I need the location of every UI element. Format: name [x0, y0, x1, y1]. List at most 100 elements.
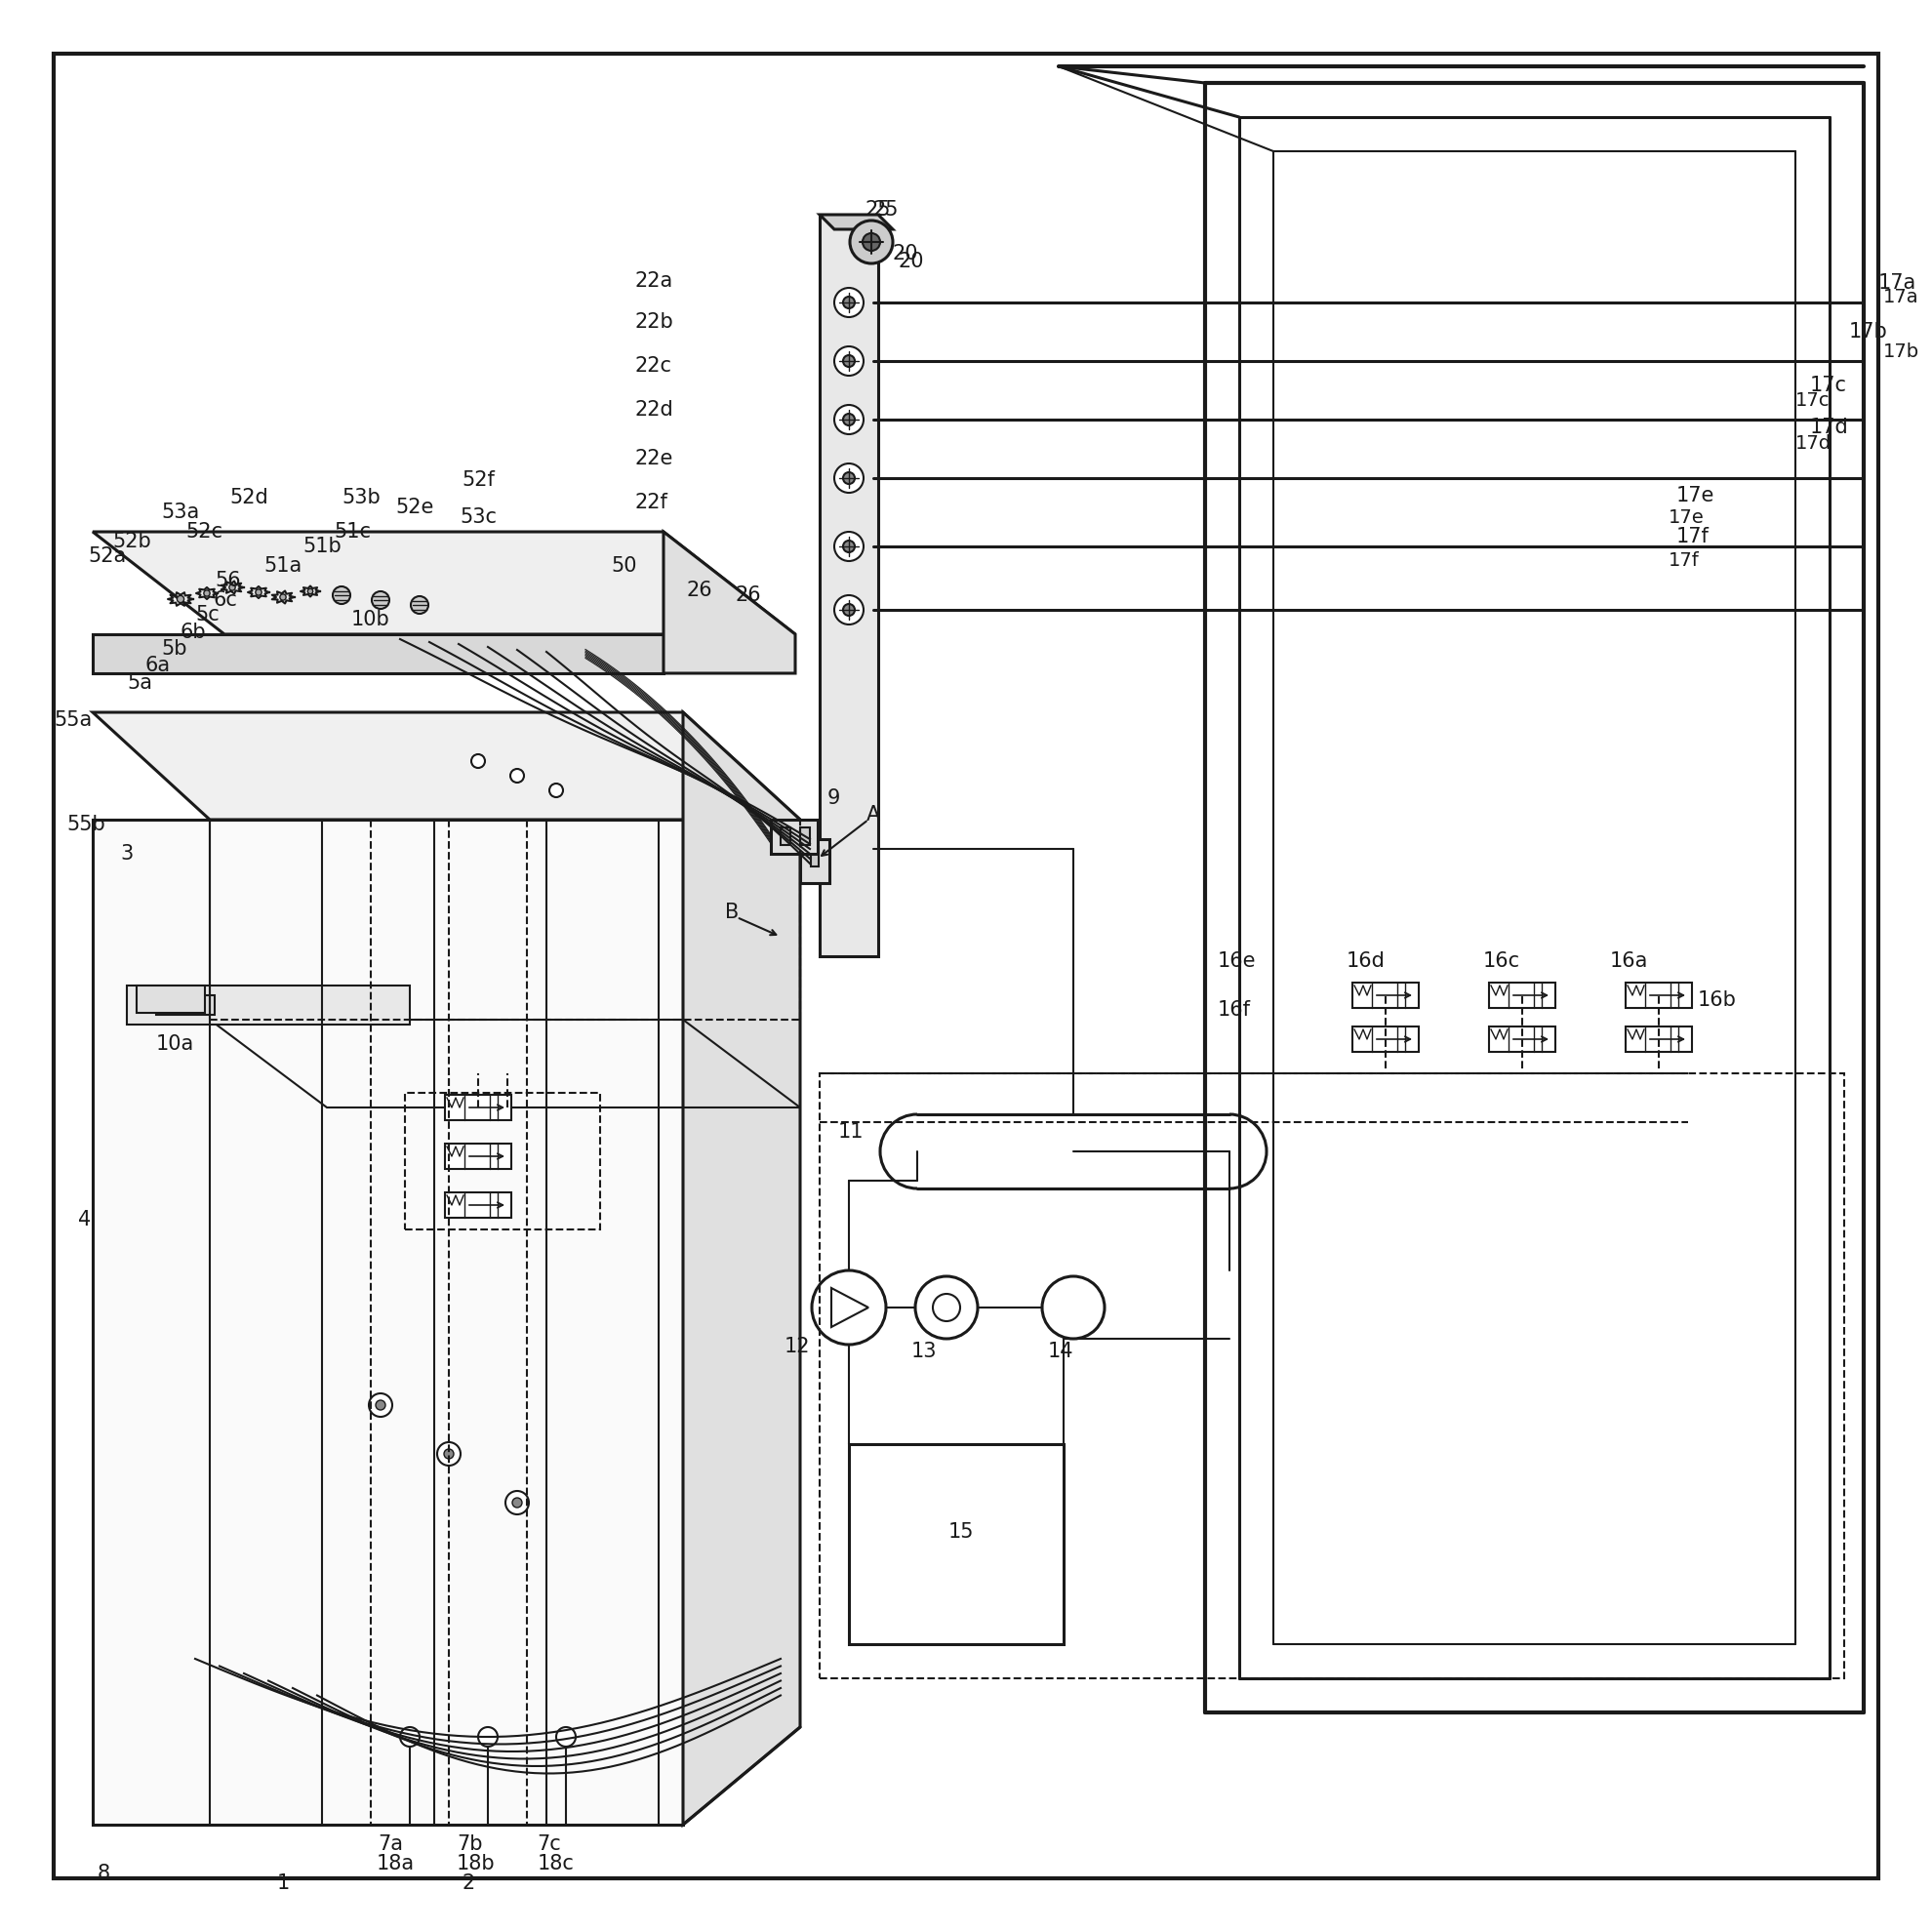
- Circle shape: [510, 769, 524, 782]
- Bar: [800, 838, 829, 883]
- Circle shape: [375, 1401, 384, 1410]
- Circle shape: [203, 589, 211, 597]
- Text: 17e: 17e: [1677, 487, 1716, 506]
- Text: 17d: 17d: [1795, 435, 1832, 454]
- Text: 17b: 17b: [1849, 323, 1888, 342]
- Text: 52c: 52c: [185, 522, 222, 541]
- Text: 22b: 22b: [634, 313, 672, 332]
- Text: 15: 15: [949, 1522, 974, 1542]
- Text: 7b: 7b: [458, 1833, 483, 1855]
- Text: 11: 11: [838, 1122, 864, 1142]
- Text: 55a: 55a: [54, 711, 93, 730]
- Text: 17b: 17b: [1884, 342, 1918, 361]
- Text: 51a: 51a: [263, 556, 301, 576]
- Text: 52e: 52e: [396, 498, 435, 518]
- Circle shape: [437, 1441, 460, 1466]
- Text: 16d: 16d: [1347, 951, 1385, 972]
- Text: 26: 26: [734, 585, 761, 605]
- Text: 10a: 10a: [156, 1034, 195, 1053]
- Circle shape: [835, 464, 864, 493]
- Text: 12: 12: [784, 1337, 810, 1356]
- Text: 6a: 6a: [145, 655, 170, 674]
- Bar: [800, 827, 810, 844]
- Polygon shape: [93, 531, 796, 634]
- Circle shape: [412, 597, 429, 614]
- Text: 17a: 17a: [1884, 288, 1918, 307]
- Polygon shape: [819, 214, 893, 230]
- Circle shape: [842, 605, 854, 616]
- Text: 6b: 6b: [180, 622, 207, 641]
- Circle shape: [549, 784, 562, 798]
- Text: 13: 13: [910, 1341, 937, 1362]
- Text: 50: 50: [612, 556, 638, 576]
- Text: 16a: 16a: [1609, 951, 1648, 972]
- Bar: [444, 1144, 512, 1169]
- Circle shape: [835, 288, 864, 317]
- Text: 2: 2: [462, 1874, 475, 1893]
- Circle shape: [835, 406, 864, 435]
- Text: 22a: 22a: [634, 270, 672, 292]
- Circle shape: [842, 471, 854, 485]
- Text: 17c: 17c: [1795, 390, 1830, 410]
- Text: 5c: 5c: [195, 605, 220, 624]
- Circle shape: [556, 1727, 576, 1747]
- Circle shape: [842, 541, 854, 553]
- Circle shape: [842, 413, 854, 425]
- Text: 17d: 17d: [1810, 417, 1849, 437]
- Polygon shape: [684, 713, 800, 1824]
- Bar: [1490, 983, 1555, 1009]
- Text: 1: 1: [276, 1874, 290, 1893]
- Text: 53c: 53c: [460, 508, 497, 527]
- Text: 52b: 52b: [112, 531, 151, 551]
- Text: 5b: 5b: [160, 639, 187, 659]
- Bar: [1352, 983, 1418, 1009]
- Bar: [811, 846, 819, 866]
- Text: 14: 14: [1047, 1341, 1074, 1362]
- Text: 16b: 16b: [1698, 991, 1737, 1010]
- Bar: [771, 819, 817, 854]
- Text: 18a: 18a: [377, 1855, 413, 1874]
- Circle shape: [842, 355, 854, 367]
- Text: 25: 25: [866, 201, 891, 220]
- Circle shape: [371, 591, 390, 609]
- Text: 17e: 17e: [1669, 508, 1704, 526]
- Circle shape: [506, 1492, 529, 1515]
- Text: 7a: 7a: [377, 1833, 404, 1855]
- Polygon shape: [93, 713, 800, 819]
- Text: 17a: 17a: [1878, 272, 1917, 294]
- Text: 6c: 6c: [213, 591, 238, 611]
- Text: 20: 20: [893, 243, 920, 263]
- Polygon shape: [819, 214, 879, 956]
- Text: 22f: 22f: [634, 493, 667, 512]
- Circle shape: [512, 1497, 522, 1507]
- Text: 17f: 17f: [1669, 553, 1700, 570]
- Text: 17f: 17f: [1677, 527, 1710, 547]
- Text: 53b: 53b: [342, 489, 381, 508]
- Text: 52d: 52d: [230, 489, 269, 508]
- Circle shape: [850, 220, 893, 263]
- Text: 53a: 53a: [160, 502, 199, 522]
- Circle shape: [835, 531, 864, 560]
- Text: 8: 8: [99, 1864, 110, 1884]
- Text: 20: 20: [898, 251, 923, 270]
- Text: 16c: 16c: [1484, 951, 1520, 972]
- Bar: [819, 1074, 1845, 1679]
- Circle shape: [835, 595, 864, 624]
- Circle shape: [862, 234, 881, 251]
- Polygon shape: [128, 985, 410, 1024]
- Circle shape: [842, 298, 854, 309]
- Text: 9: 9: [827, 788, 840, 808]
- Text: 3: 3: [120, 844, 133, 864]
- Text: 4: 4: [77, 1209, 91, 1229]
- Text: 5a: 5a: [128, 672, 153, 694]
- Text: 17c: 17c: [1810, 375, 1847, 396]
- Polygon shape: [93, 634, 663, 672]
- Bar: [1352, 1026, 1418, 1051]
- Text: A: A: [866, 806, 881, 825]
- Text: 26: 26: [686, 582, 713, 601]
- Text: 22c: 22c: [634, 355, 670, 375]
- Circle shape: [369, 1393, 392, 1416]
- Text: 52a: 52a: [87, 547, 126, 566]
- Bar: [444, 1095, 512, 1121]
- Circle shape: [178, 595, 184, 603]
